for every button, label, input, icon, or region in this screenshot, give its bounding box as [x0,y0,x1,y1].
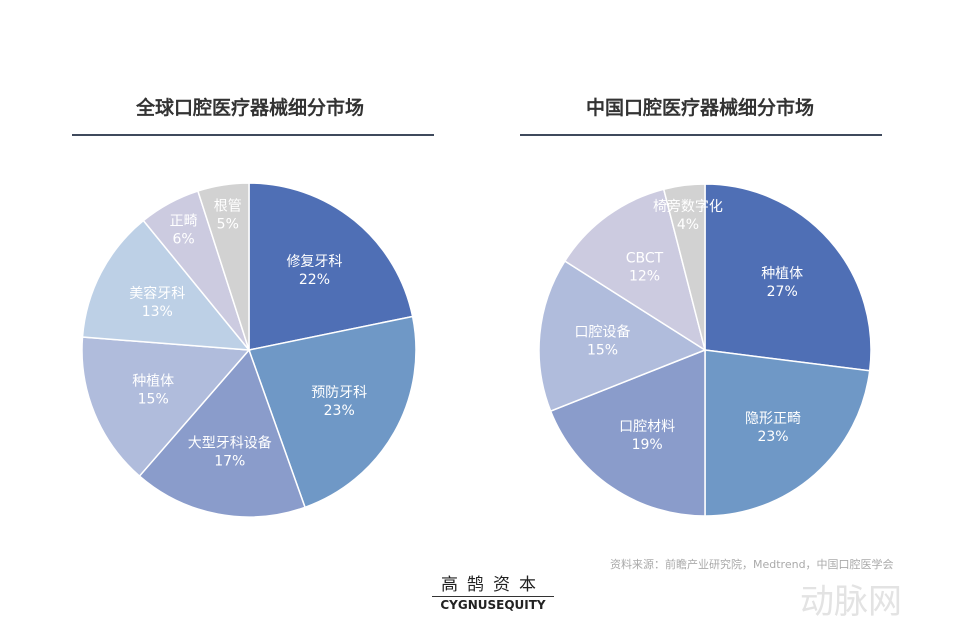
slice-category-label: 椅旁数字化 [653,198,723,215]
slice-category-label: 种植体 [132,373,174,389]
pie-slice [662,183,706,351]
pie-slice [248,315,417,509]
slice-value-label: 17% [214,454,245,470]
left-title-rule [72,134,434,136]
slice-value-label: 27% [767,284,798,300]
source-note: 资料来源：前瞻产业研究院，Medtrend，中国口腔医学会 [610,558,894,571]
pie-slice [549,348,706,517]
logo-cn: 高鹄资本 [432,570,554,597]
right-chart-title: 中国口腔医疗器械细分市场 [585,97,814,119]
slice-category-label: 正畸 [170,214,198,230]
slice-category-label: 种植体 [761,266,803,282]
pie-slice [138,348,306,518]
slice-category-label: 根管 [214,199,242,215]
slice-category-label: 预防牙科 [311,385,367,401]
slice-value-label: 6% [173,232,195,248]
slice-value-label: 13% [142,304,173,320]
slice-category-label: 口腔材料 [619,419,675,435]
logo-en: CYGNUSEQUITY [440,598,546,612]
cygnus-logo: 高鹄资本 CYGNUSEQUITY [432,570,554,612]
pie-slice [81,219,251,351]
pie-slice [196,182,250,351]
slice-value-label: 15% [138,391,169,407]
slice-value-label: 4% [677,217,699,233]
slice-value-label: 23% [324,403,355,419]
slice-category-label: 美容牙科 [129,285,185,302]
pie-slice [248,182,414,351]
left-chart-title: 全球口腔医疗器械细分市场 [135,97,364,119]
slice-category-label: 隐形正畸 [745,411,801,427]
slice-value-label: 15% [587,342,618,358]
slice-value-label: 22% [299,272,330,288]
right-title-rule [520,134,882,136]
pie-slice [81,336,251,478]
pie-slice [538,260,707,413]
slice-value-label: 5% [217,217,239,233]
watermark: 动脉网 [800,582,902,622]
slice-category-label: 大型牙科设备 [188,435,272,452]
pie-slice [704,183,872,372]
slice-value-label: 19% [632,437,663,453]
slice-category-label: CBCT [626,251,664,267]
slice-value-label: 23% [757,429,788,445]
slice-category-label: 修复牙科 [286,253,342,270]
pie-slice [704,349,871,517]
pie-slice [563,188,707,352]
slice-value-label: 12% [629,269,660,285]
slice-category-label: 口腔设备 [575,323,631,340]
